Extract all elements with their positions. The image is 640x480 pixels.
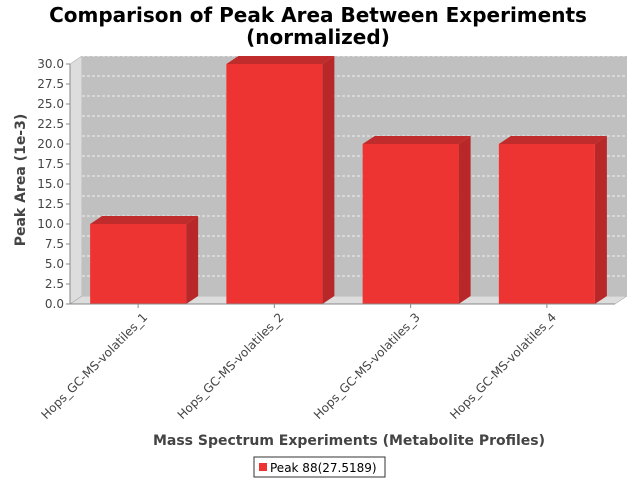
x-tick-label: Hops_GC-MS-volatiles_4 (447, 310, 559, 422)
x-axis-labels: Hops_GC-MS-volatiles_1 Hops_GC-MS-volatil… (39, 304, 559, 422)
y-tick-label: 5.0 (45, 257, 64, 271)
y-tick-label: 7.5 (45, 237, 64, 251)
x-tick-label: Hops_GC-MS-volatiles_1 (39, 310, 151, 422)
legend-swatch (259, 463, 267, 471)
bar-top (362, 136, 471, 144)
plot-left-wall (69, 55, 83, 305)
bar-front (498, 144, 595, 304)
y-axis-title: Peak Area (1e-3) (13, 114, 29, 247)
legend: Peak 88(27.5189) (253, 456, 386, 478)
bar-front (90, 224, 187, 304)
y-tick-label: 20.0 (37, 137, 64, 151)
bar-side (594, 136, 607, 304)
bar (90, 216, 199, 304)
x-axis-title: Mass Spectrum Experiments (Metabolite Pr… (153, 433, 545, 449)
y-tick-label: 17.5 (37, 157, 64, 171)
y-tick-label: 25.0 (37, 97, 64, 111)
y-tick-label: 12.5 (37, 197, 64, 211)
x-tick-label: Hops_GC-MS-volatiles_3 (311, 310, 423, 422)
bars-group (90, 56, 607, 304)
chart-title-line-1: Comparison of Peak Area Between Experime… (49, 3, 587, 27)
y-axis-ticks: 0.0 2.5 5.0 7.5 10.0 12.5 15.0 17.5 20.0 22.5 25.0… (37, 57, 70, 311)
bar-front (362, 144, 459, 304)
chart-title-line-2: (normalized) (246, 25, 390, 49)
grid-lines (82, 55, 627, 277)
bar (362, 136, 471, 304)
bar-top (226, 56, 335, 64)
y-tick-label: 22.5 (37, 117, 64, 131)
bar-side (458, 136, 471, 304)
y-tick-label: 0.0 (45, 297, 64, 311)
legend-label: Peak 88(27.5189) (270, 461, 377, 475)
y-tick-label: 10.0 (37, 217, 64, 231)
bar-front (226, 64, 323, 304)
x-tick-label: Hops_GC-MS-volatiles_2 (175, 310, 287, 422)
bar-side (322, 56, 335, 304)
y-tick-label: 15.0 (37, 177, 64, 191)
y-tick-label: 2.5 (45, 277, 64, 291)
bar (498, 136, 607, 304)
y-tick-label: 27.5 (37, 77, 64, 91)
y-tick-label: 30.0 (37, 57, 64, 71)
bar (226, 56, 335, 304)
legend-box (253, 456, 386, 478)
bar-side (186, 216, 199, 304)
chart-title: Comparison of Peak Area Between Experime… (49, 3, 587, 49)
bar-top (90, 216, 199, 224)
bar-top (498, 136, 607, 144)
